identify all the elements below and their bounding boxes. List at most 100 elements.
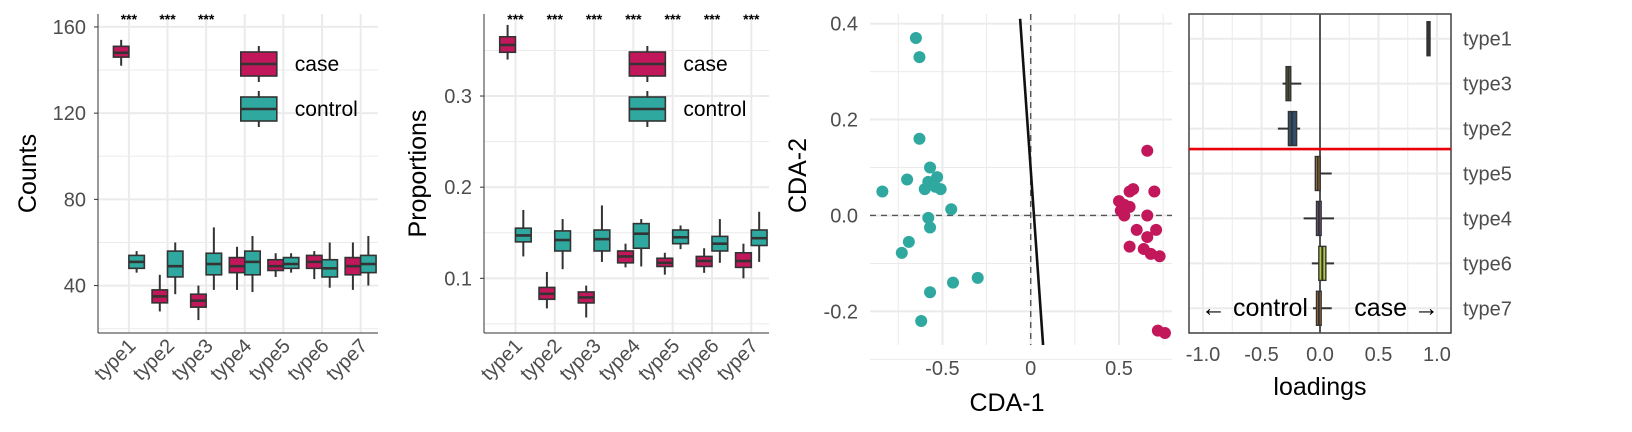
y-tick-label: 160	[53, 17, 86, 39]
point-case	[1158, 327, 1171, 340]
box-case-type4	[616, 243, 635, 268]
point-control	[918, 183, 931, 196]
box-control-type1	[128, 251, 146, 273]
point-case	[1153, 250, 1166, 263]
x-tick-label: 0.5	[1365, 344, 1393, 366]
x-tick-label: type6	[673, 335, 723, 385]
x-tick-label: 0.5	[1105, 358, 1133, 380]
y-axis-title: Counts	[14, 134, 42, 213]
box-body	[593, 229, 611, 252]
point-control	[902, 235, 915, 248]
significance-label: ***	[704, 11, 721, 27]
x-tick-label: type1	[90, 335, 140, 385]
significance-label: ***	[507, 11, 524, 27]
significance-label: ***	[159, 11, 176, 27]
y-tick-label: type1	[1463, 29, 1512, 51]
decision-line	[1018, 18, 1045, 346]
significance-label: ***	[547, 11, 564, 27]
point-control	[922, 211, 935, 224]
loading-box-type7	[1312, 290, 1332, 326]
significance-label: ***	[743, 11, 760, 27]
annotation-control: ← control	[1201, 294, 1308, 322]
point-control	[909, 31, 922, 44]
significance-label: ***	[586, 11, 603, 27]
point-case	[1150, 223, 1163, 236]
x-axis-title: loadings	[1273, 373, 1366, 401]
point-case	[1141, 231, 1154, 244]
box-case-type5	[656, 252, 674, 275]
y-tick-label: 40	[64, 276, 86, 298]
significance-label: ***	[198, 11, 215, 27]
y-tick-label: 0.1	[444, 268, 472, 290]
point-control	[924, 286, 937, 299]
box-case-type4	[228, 246, 246, 290]
loading-box-type3	[1282, 65, 1302, 102]
box-control-type2	[553, 219, 572, 270]
box-control-type2	[166, 242, 184, 295]
box-control-type4	[243, 236, 262, 293]
loading-box-type2	[1277, 110, 1301, 147]
point-control	[901, 173, 914, 186]
x-tick-label: type5	[634, 335, 684, 385]
y-axis-title: CDA-2	[784, 138, 812, 213]
box-case-type3	[577, 285, 595, 318]
point-case	[1130, 223, 1143, 236]
point-control	[895, 246, 908, 259]
y-tick-label: 0.2	[444, 177, 472, 199]
legend: case control	[628, 46, 746, 127]
significance-label: ***	[665, 11, 682, 27]
panel-3: -0.5 0 0.5 -0.2 0.0 0.2 0.4 CDA-1 CDA-2	[784, 14, 1172, 417]
x-tick-label: type4	[595, 335, 645, 385]
legend: case control	[240, 46, 358, 127]
x-tick-label: type4	[206, 335, 256, 385]
loading-box-type5	[1314, 155, 1332, 192]
point-control	[934, 183, 947, 196]
point-control	[947, 276, 960, 289]
y-tick-label: 0.4	[830, 14, 858, 36]
loading-box-type4	[1303, 200, 1335, 237]
x-tick-label: type2	[129, 335, 179, 385]
x-tick-label: 0	[1025, 358, 1036, 380]
x-tick-label: 1.0	[1423, 344, 1451, 366]
x-tick-label: type3	[168, 335, 218, 385]
point-case	[1118, 209, 1131, 222]
x-tick-label: type6	[283, 335, 333, 385]
x-tick-label: type1	[477, 335, 527, 385]
box-case-type5	[267, 253, 285, 277]
y-axis-title: Proportions	[404, 110, 432, 238]
panel-1: 4080120160Countstype1type2type3type4type…	[14, 11, 378, 385]
legend-label-control: control	[683, 98, 746, 121]
point-case	[1148, 185, 1161, 198]
point-control	[913, 132, 926, 145]
box-control-type5	[282, 253, 300, 273]
box-case-type6	[695, 248, 713, 273]
y-tick-label: -0.2	[824, 301, 858, 323]
y-tick-label: 0.3	[444, 86, 472, 108]
y-tick-label: 120	[53, 103, 86, 125]
x-tick-label: 0.0	[1306, 344, 1334, 366]
box-case-type3	[189, 285, 207, 321]
box-control-type3	[593, 205, 611, 262]
x-tick-label: -0.5	[1244, 344, 1278, 366]
box-case-type6	[305, 251, 323, 280]
box-control-type1	[514, 209, 532, 257]
x-tick-label: type7	[713, 335, 763, 385]
box-control-type4	[632, 219, 650, 267]
box-case-type7	[344, 242, 362, 290]
legend-label-case: case	[683, 53, 727, 76]
x-tick-label: -0.5	[925, 358, 959, 380]
point-control	[971, 271, 984, 284]
legend-label-case: case	[295, 53, 339, 76]
legend-label-control: control	[295, 98, 358, 121]
box-body	[632, 222, 650, 250]
box-case-type7	[734, 243, 753, 279]
box-case-type1	[498, 24, 517, 60]
x-tick-label: -1.0	[1186, 344, 1220, 366]
panel-2: 0.1 0.2 0.3 Proportions type1type2type3type4…	[404, 11, 769, 385]
significance-label: ***	[121, 11, 138, 27]
point-control	[945, 203, 958, 216]
point-control	[876, 185, 889, 198]
annotation-case: case →	[1354, 294, 1439, 322]
box-control-type3	[205, 227, 223, 290]
point-case	[1123, 240, 1136, 253]
